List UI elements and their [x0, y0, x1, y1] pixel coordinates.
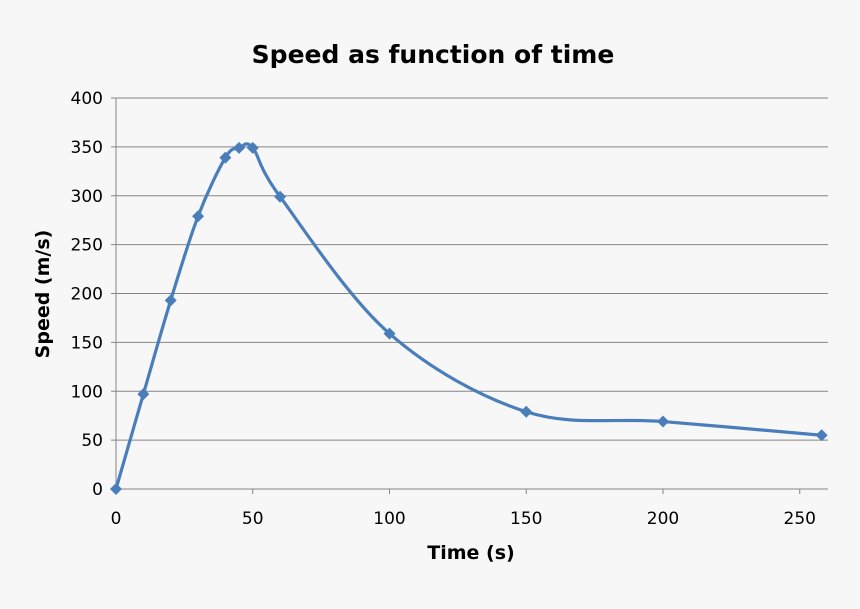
- data-point-marker: [815, 429, 828, 442]
- data-point-marker: [274, 190, 287, 203]
- x-tick-label: 200: [647, 509, 679, 529]
- data-point-marker: [246, 141, 259, 154]
- data-point-marker: [219, 151, 232, 164]
- x-tick-label: 50: [242, 509, 264, 529]
- data-point-marker: [137, 388, 150, 401]
- y-tick-label: 100: [71, 382, 103, 402]
- data-point-marker: [233, 141, 246, 154]
- y-tick-label: 150: [71, 333, 103, 353]
- y-tick-label: 50: [81, 431, 103, 451]
- series-markers: [110, 141, 828, 495]
- data-point-marker: [164, 294, 177, 307]
- data-point-marker: [110, 483, 122, 495]
- y-axis-label: Speed (m/s): [32, 230, 54, 359]
- x-tick-label: 150: [510, 509, 542, 529]
- x-tick-labels: 0 50 100 150 200 250: [111, 489, 816, 529]
- chart-title: Speed as function of time: [252, 40, 615, 69]
- y-tick-label: 0: [92, 480, 103, 500]
- y-tick-label: 200: [71, 285, 103, 305]
- data-point-marker: [520, 405, 533, 418]
- x-tick-label: 250: [784, 509, 816, 529]
- x-tick-label: 100: [373, 509, 405, 529]
- y-tick-label: 400: [71, 89, 103, 109]
- data-point-marker: [383, 327, 396, 340]
- x-tick-label: 0: [111, 509, 122, 529]
- data-point-marker: [657, 415, 669, 428]
- data-point-marker: [192, 210, 205, 223]
- y-tick-label: 300: [71, 187, 103, 207]
- y-tick-label: 350: [71, 138, 103, 158]
- x-axis-label: Time (s): [427, 542, 514, 564]
- y-tick-labels: 0 50 100 150 200 250 300 350 400: [71, 89, 116, 500]
- y-tick-label: 250: [71, 236, 103, 256]
